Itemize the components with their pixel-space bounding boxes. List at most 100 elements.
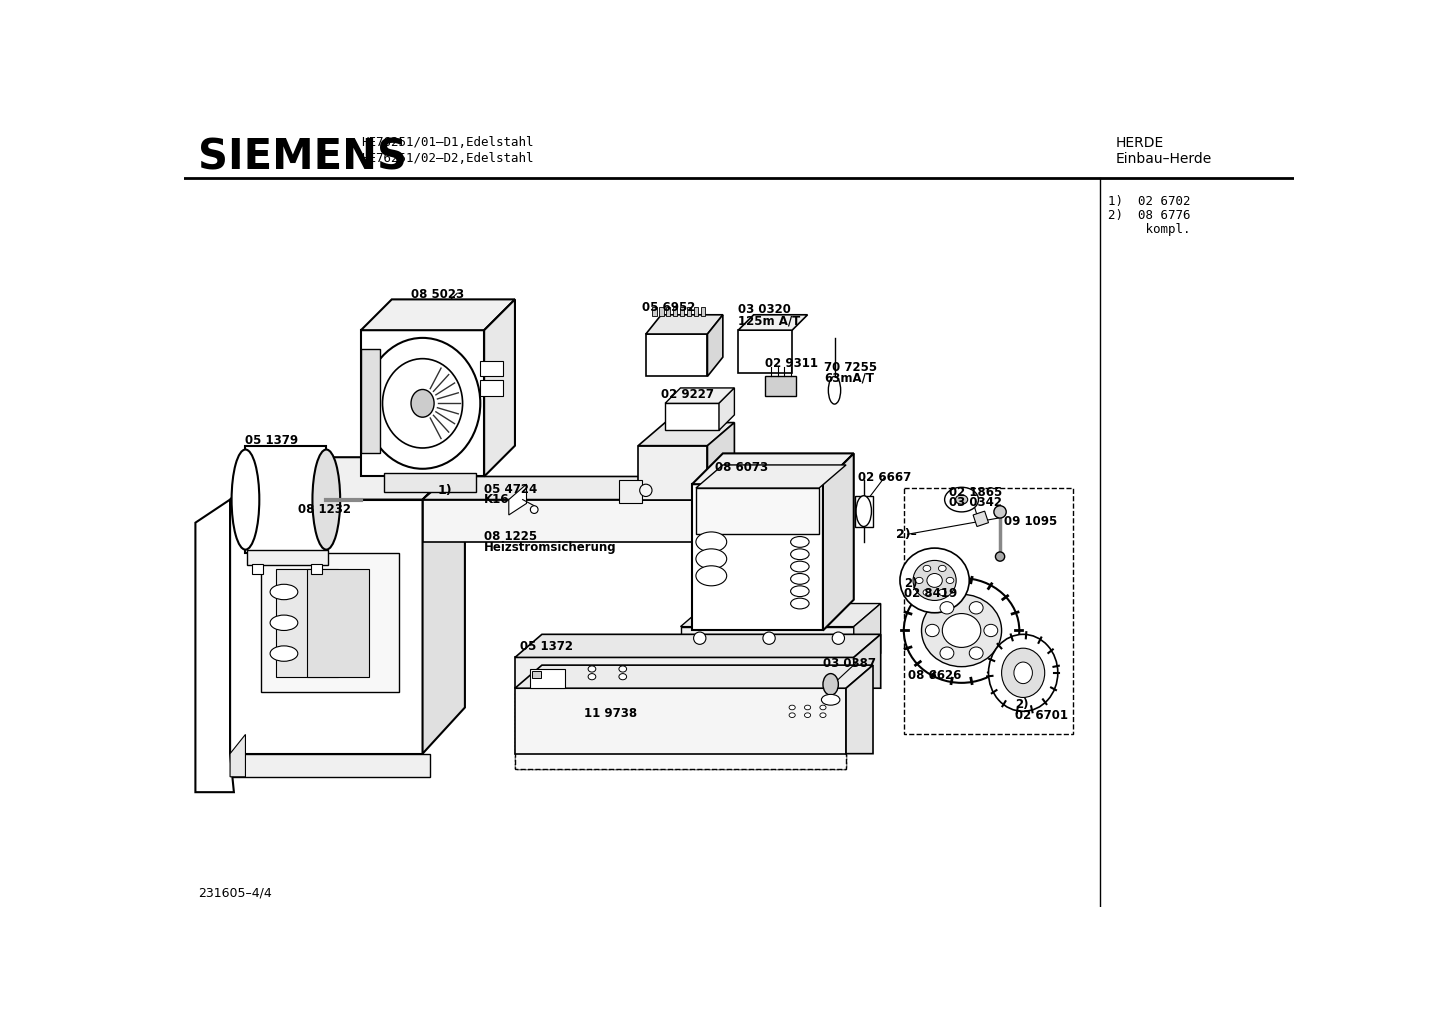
Polygon shape [277,569,337,677]
Ellipse shape [270,615,298,631]
Text: SIEMENS: SIEMENS [198,137,407,178]
Ellipse shape [790,598,809,609]
Bar [311,565,323,574]
Ellipse shape [945,487,979,512]
Ellipse shape [619,665,627,673]
Bar [666,307,671,316]
Ellipse shape [790,561,809,572]
Polygon shape [226,754,430,776]
Bar [694,307,698,316]
Bar [701,307,705,316]
Ellipse shape [640,484,652,496]
Text: 02 9227: 02 9227 [662,388,714,400]
Text: Einbau–Herde: Einbau–Herde [1116,152,1211,165]
Ellipse shape [411,389,434,417]
Bar [532,671,541,679]
Text: 02 1865: 02 1865 [949,486,1002,498]
Ellipse shape [820,705,826,710]
Text: 70 7255: 70 7255 [825,361,878,374]
Text: K16: K16 [485,493,509,506]
Ellipse shape [940,647,953,659]
Text: 03 0320: 03 0320 [738,304,792,316]
Ellipse shape [696,549,727,569]
Polygon shape [646,315,722,334]
Polygon shape [720,388,734,430]
Polygon shape [708,315,722,376]
Ellipse shape [382,359,463,448]
Ellipse shape [942,613,981,647]
Ellipse shape [270,646,298,661]
Ellipse shape [270,584,298,599]
Ellipse shape [969,601,983,614]
Ellipse shape [956,495,968,504]
Ellipse shape [365,338,480,469]
Text: 02 6667: 02 6667 [858,471,911,484]
Polygon shape [515,688,846,754]
Polygon shape [307,569,369,677]
Text: 08 6626: 08 6626 [907,669,960,682]
Polygon shape [515,657,854,688]
Polygon shape [231,458,464,499]
Ellipse shape [940,601,953,614]
Polygon shape [696,488,819,534]
Text: 08 5023: 08 5023 [411,287,464,301]
Ellipse shape [939,589,946,595]
Polygon shape [231,735,245,776]
Polygon shape [692,484,823,631]
Ellipse shape [789,713,795,717]
Ellipse shape [995,552,1005,561]
Ellipse shape [805,705,810,710]
Text: 2): 2) [904,577,917,590]
Polygon shape [646,334,708,376]
Text: 1)  02 6702: 1) 02 6702 [1107,196,1190,209]
Ellipse shape [588,665,596,673]
Polygon shape [245,445,326,553]
Ellipse shape [588,674,596,680]
Ellipse shape [232,449,260,549]
Ellipse shape [946,578,953,584]
Bar [251,565,264,574]
Bar [686,307,691,316]
Bar [247,549,327,565]
Polygon shape [360,330,485,477]
Ellipse shape [904,578,1019,683]
Ellipse shape [857,495,871,527]
Text: HE76251/02–D2,Edelstahl: HE76251/02–D2,Edelstahl [360,152,534,164]
Text: Heizstromsicherung: Heizstromsicherung [485,541,617,554]
Polygon shape [738,315,808,330]
Bar [652,307,656,316]
Polygon shape [766,376,796,395]
Polygon shape [485,300,515,477]
Bar [619,480,642,503]
Text: 08 1225: 08 1225 [485,530,538,543]
Ellipse shape [913,560,956,600]
Bar [679,307,685,316]
Bar [904,488,1073,735]
Ellipse shape [1014,662,1032,684]
Bar [673,307,678,316]
Text: 05 1372: 05 1372 [519,640,572,653]
Text: 2)–: 2)– [895,528,917,541]
Polygon shape [854,603,881,653]
Polygon shape [738,330,792,373]
Ellipse shape [531,505,538,514]
Ellipse shape [994,505,1007,518]
Bar [531,669,565,688]
Ellipse shape [916,578,923,584]
Polygon shape [823,453,854,631]
Polygon shape [231,499,423,754]
Ellipse shape [989,635,1058,711]
Ellipse shape [823,674,838,695]
Polygon shape [692,453,854,484]
Text: 02 9311: 02 9311 [766,357,818,370]
Polygon shape [423,499,708,542]
Polygon shape [708,423,734,499]
Text: 08 6073: 08 6073 [715,461,769,474]
Text: HE76251/01–D1,Edelstahl: HE76251/01–D1,Edelstahl [360,137,534,149]
Polygon shape [681,627,854,653]
Polygon shape [515,635,881,657]
Text: 05 4724: 05 4724 [485,483,538,495]
Ellipse shape [822,694,839,705]
Ellipse shape [619,674,627,680]
Polygon shape [261,553,399,692]
